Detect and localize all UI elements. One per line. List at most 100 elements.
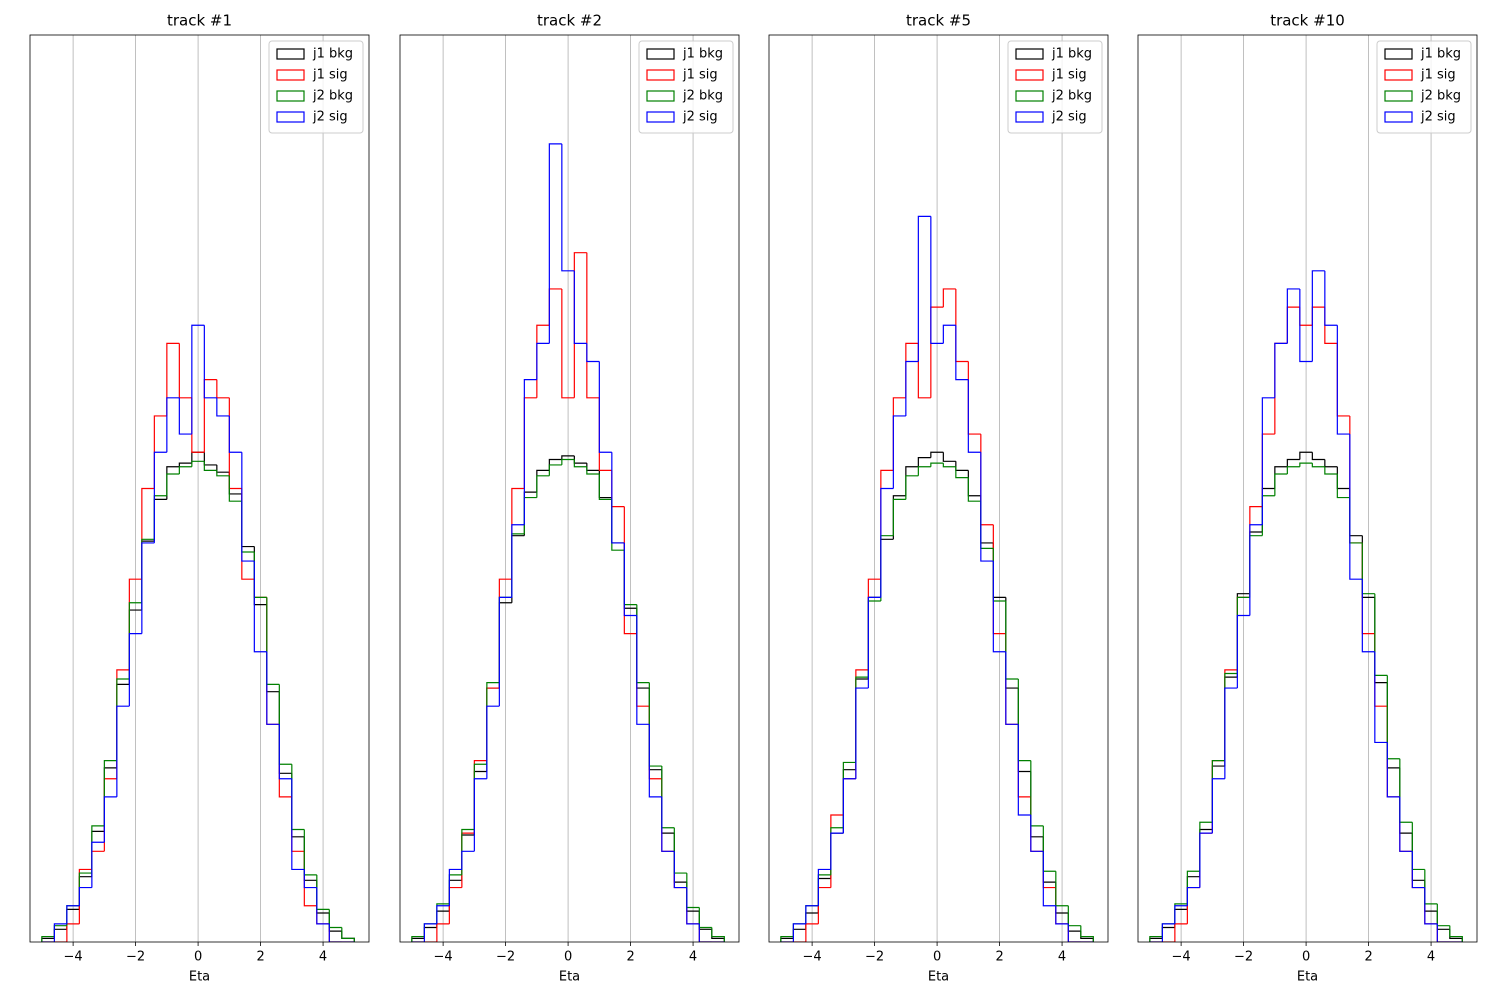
hist-step <box>116 683 130 768</box>
hist-step <box>1017 724 1031 816</box>
hist-step <box>661 796 675 852</box>
hist-step <box>486 687 500 772</box>
legend-swatch <box>1015 111 1044 123</box>
hist-step <box>892 397 906 471</box>
hist-step <box>241 493 255 548</box>
x-tick-label: −2 <box>496 950 515 965</box>
hist-step <box>561 143 575 272</box>
x-tick-label: −2 <box>126 950 145 965</box>
hist-step <box>78 868 92 924</box>
legend-swatch <box>646 111 675 123</box>
hist-step <box>1211 765 1225 830</box>
hist-step <box>1424 887 1438 925</box>
legend-box <box>638 40 734 134</box>
legend-label: j1 sig <box>682 68 718 83</box>
legend-swatch <box>1015 69 1044 81</box>
hist-step <box>1324 270 1338 326</box>
hist-step <box>942 324 956 344</box>
hist-step <box>128 633 142 707</box>
hist-step <box>536 469 550 493</box>
hist-step <box>523 491 537 536</box>
legend-label: j2 bkg <box>1420 89 1461 104</box>
hist-step <box>216 464 230 473</box>
hist-step <box>817 868 831 906</box>
axes-frame <box>768 34 1109 943</box>
hist-step <box>1224 687 1238 779</box>
hist-step <box>241 501 255 553</box>
hist-step <box>1005 597 1019 689</box>
legend-label: j2 sig <box>682 110 718 125</box>
hist-step <box>103 767 117 832</box>
hist-step <box>523 496 537 534</box>
hist-step <box>1386 706 1400 798</box>
hist-step <box>66 905 80 924</box>
hist-step <box>91 830 105 877</box>
hist-step <box>586 343 600 363</box>
hist-step <box>303 836 317 881</box>
hist-step <box>78 876 92 910</box>
legend-swatch <box>1384 111 1413 123</box>
hist-step <box>673 851 687 889</box>
hist-step <box>917 457 931 467</box>
hist-step <box>266 604 280 693</box>
hist-step <box>341 931 355 942</box>
hist-step <box>792 923 806 937</box>
hist-step <box>461 832 475 888</box>
hist-step <box>1005 600 1019 680</box>
hist-step <box>291 773 305 838</box>
legend-label: j1 sig <box>1420 68 1456 83</box>
hist-step <box>586 252 600 399</box>
hist-step <box>278 724 292 780</box>
hist-step <box>967 361 981 435</box>
hist-step <box>855 669 869 779</box>
hist-step <box>1224 672 1238 761</box>
x-tick-label: 2 <box>1364 950 1372 965</box>
legend: j1 bkg j1 sig j2 bkg j2 sig <box>1007 40 1103 134</box>
x-tick-label: −4 <box>803 950 822 965</box>
hist-step <box>930 216 944 344</box>
hist-step <box>1411 822 1425 871</box>
hist-step <box>1042 825 1056 872</box>
hist-step <box>548 288 562 326</box>
hist-step <box>423 923 437 942</box>
hist-step <box>1174 905 1188 924</box>
hist-step <box>892 498 906 536</box>
hist-step <box>486 687 500 761</box>
hist-step <box>880 538 894 598</box>
hist-step <box>673 827 687 874</box>
hist-step <box>1411 833 1425 881</box>
hist-step <box>661 778 675 852</box>
legend-box <box>1007 40 1103 134</box>
hist-step <box>1017 688 1031 773</box>
x-tick-label: 0 <box>1302 950 1310 965</box>
hist-step <box>598 473 612 500</box>
hist-step <box>523 397 537 489</box>
hist-step <box>842 778 856 834</box>
hist-step <box>116 669 130 779</box>
legend: j1 bkg j1 sig j2 bkg j2 sig <box>268 40 364 134</box>
hist-step <box>291 764 305 831</box>
subplot: track #2 −4 −2 0 2 4 Eta j1 bkg j1 sig j2 bkg j2 s… <box>399 12 740 985</box>
hist-step <box>955 461 969 471</box>
hist-step <box>341 927 355 942</box>
hist-step <box>1336 325 1350 435</box>
legend-label: j2 sig <box>1051 110 1087 125</box>
hist-step <box>448 874 462 904</box>
hist-step <box>1449 929 1463 942</box>
hist-step <box>967 477 981 502</box>
hist-step <box>41 935 55 942</box>
hist-step <box>423 926 437 939</box>
hist-step <box>917 466 931 476</box>
legend: j1 bkg j1 sig j2 bkg j2 sig <box>1376 40 1472 134</box>
hist-step <box>817 886 831 924</box>
plot-area <box>411 143 725 942</box>
hist-step <box>1261 487 1275 533</box>
hist-step <box>228 475 242 502</box>
hist-step <box>1349 488 1363 537</box>
hist-step <box>328 923 342 942</box>
legend-box <box>268 40 364 134</box>
x-tick-label: −4 <box>1172 950 1191 965</box>
hist-step <box>303 851 317 907</box>
hist-step <box>573 455 587 464</box>
hist-step <box>1286 288 1300 344</box>
